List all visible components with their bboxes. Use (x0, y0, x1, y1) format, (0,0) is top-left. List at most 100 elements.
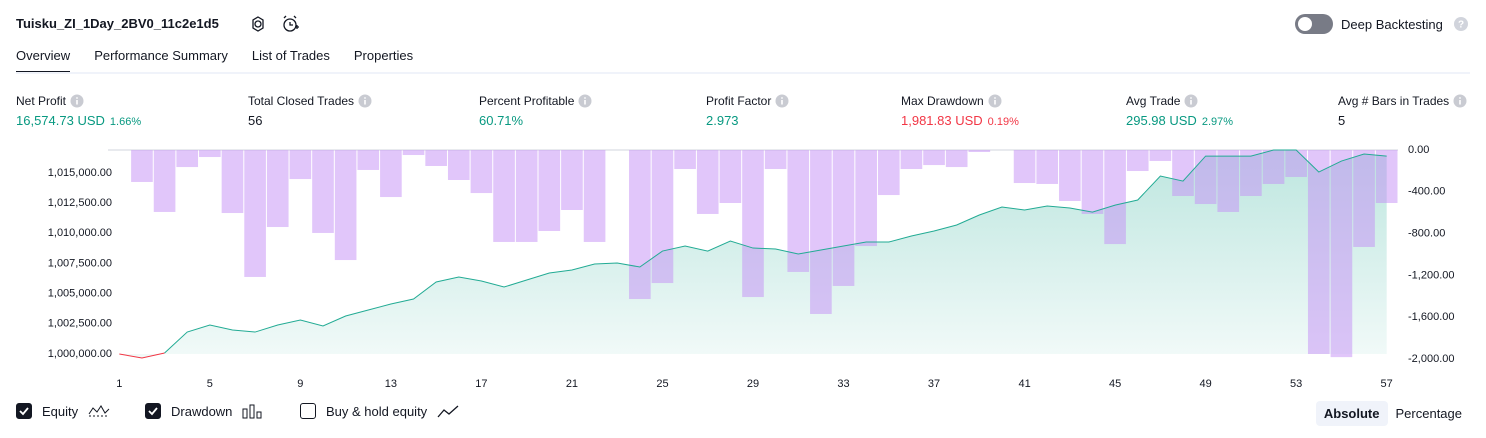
info-icon[interactable] (775, 94, 789, 108)
drawdown-bar (380, 150, 402, 198)
info-icon[interactable] (1453, 94, 1467, 108)
drawdown-bar (244, 150, 266, 277)
info-icon[interactable] (578, 94, 592, 108)
help-icon[interactable]: ? (1453, 16, 1469, 32)
stat: Max Drawdown 1,981.83 USD 0.19% (901, 94, 1019, 128)
tab[interactable]: List of Trades (251, 48, 330, 63)
drawdown-bar (1262, 150, 1285, 184)
equity-line (164, 149, 1387, 354)
toggle-knob (1298, 17, 1312, 31)
stat-percent: 2.97% (1201, 116, 1234, 128)
stat-label: Net Profit (16, 94, 141, 108)
separator (16, 72, 1470, 74)
y-tick-label: 1,015,000.00 (48, 167, 112, 179)
drawdown-bar (357, 150, 380, 170)
drawdown-bar (289, 150, 312, 180)
tab[interactable]: Performance Summary (94, 48, 228, 63)
x-tick-label: 53 (1290, 378, 1302, 390)
legend-icon (437, 405, 459, 417)
tab[interactable]: Overview (16, 48, 71, 74)
stat-label-text: Percent Profitable (479, 94, 575, 108)
stat-label: Total Closed Trades (248, 94, 372, 108)
y-tick-label: 1,010,000.00 (48, 227, 112, 239)
x-tick-label: 25 (656, 378, 668, 390)
checkbox[interactable] (16, 403, 32, 419)
stat: Net Profit 16,574.73 USD 1.66% (16, 94, 141, 128)
x-tick-label: 9 (297, 378, 303, 390)
legend-item[interactable]: Equity (16, 403, 110, 419)
drawdown-bar (764, 150, 787, 170)
info-icon[interactable] (358, 94, 372, 108)
drawdown-bar (515, 150, 538, 242)
tab[interactable]: Properties (353, 48, 414, 63)
drawdown-bar (1330, 150, 1353, 358)
drawdown-bar (1194, 150, 1217, 205)
check-mark (19, 407, 29, 416)
drawdown-bar (1104, 150, 1126, 245)
stat-label-text: Total Closed Trades (248, 94, 355, 108)
stat-value-text: 60.71% (479, 113, 524, 128)
stat-value: 1,981.83 USD 0.19% (901, 113, 1019, 128)
alert-icon[interactable] (283, 15, 299, 32)
drawdown-bar (1013, 150, 1036, 184)
x-tick-label: 29 (747, 378, 759, 390)
drawdown-bar (538, 150, 561, 231)
x-tick-label: 33 (837, 378, 849, 390)
y2-tick-label: -1,600.00 (1408, 311, 1454, 323)
legend-label: Drawdown (171, 403, 233, 419)
drawdown-bar (402, 150, 425, 156)
y-tick-label: 1,002,500.00 (48, 318, 112, 330)
checkbox[interactable] (300, 403, 316, 419)
x-tick-label: 57 (1381, 378, 1393, 390)
strategy-title: Tuisku_ZI_1Day_2BV0_11c2e1d5 (16, 16, 219, 31)
x-tick-label: 21 (566, 378, 578, 390)
stat-value: 2.973 (706, 113, 789, 128)
y2-tick-label: 0.00 (1408, 144, 1429, 156)
stat-value: 56 (248, 113, 372, 128)
info-icon[interactable] (70, 94, 84, 108)
y-tick-label: 1,012,500.00 (48, 197, 112, 209)
drawdown-bar (1217, 150, 1240, 212)
equity-line (119, 352, 165, 359)
drawdown-bar (1240, 150, 1262, 196)
drawdown-bar (968, 150, 991, 152)
x-tick-label: 13 (385, 378, 397, 390)
legend-label: Equity (42, 403, 79, 419)
checkbox[interactable] (145, 403, 161, 419)
settings-icon[interactable] (252, 16, 264, 32)
drawdown-bar (900, 150, 923, 170)
mode-button[interactable]: Absolute (1315, 401, 1388, 426)
drawdown-bar (855, 150, 877, 247)
stat-label-text: Avg Trade (1126, 94, 1181, 108)
deep-backtesting-toggle[interactable] (1295, 14, 1333, 34)
drawdown-bar (719, 150, 742, 203)
stat-value: 60.71% (479, 113, 592, 128)
drawdown-bar (334, 150, 357, 261)
legend-item[interactable]: Drawdown (145, 403, 264, 419)
stat-label: Percent Profitable (479, 94, 592, 108)
stat-value: 295.98 USD 2.97% (1126, 113, 1233, 128)
y-tick-label: 1,007,500.00 (48, 257, 112, 269)
stat-value-text: 16,574.73 USD (16, 113, 105, 128)
stat: Profit Factor 2.973 (706, 94, 789, 128)
legend-item[interactable]: Buy & hold equity (300, 403, 459, 419)
mode-switch: Absolute Percentage (1315, 401, 1470, 426)
stat-label: Max Drawdown (901, 94, 1019, 108)
bar-layer (131, 150, 1398, 358)
info-icon[interactable] (1184, 94, 1198, 108)
svg-text:?: ? (1458, 20, 1464, 31)
check-mark (148, 407, 158, 416)
y-tick-label: 1,000,000.00 (48, 348, 112, 360)
info-icon[interactable] (988, 94, 1002, 108)
y2-tick-label: -400.00 (1408, 186, 1445, 198)
drawdown-bar (1126, 150, 1149, 172)
y2-tick-label: -800.00 (1408, 228, 1445, 240)
mode-button[interactable]: Percentage (1395, 406, 1463, 421)
x-tick-label: 17 (475, 378, 487, 390)
drawdown-bar (1081, 150, 1104, 214)
drawdown-bar (1172, 150, 1194, 196)
stat-label-text: Profit Factor (706, 94, 772, 108)
stat-value-text: 5 (1338, 113, 1346, 128)
drawdown-bar (810, 150, 832, 314)
